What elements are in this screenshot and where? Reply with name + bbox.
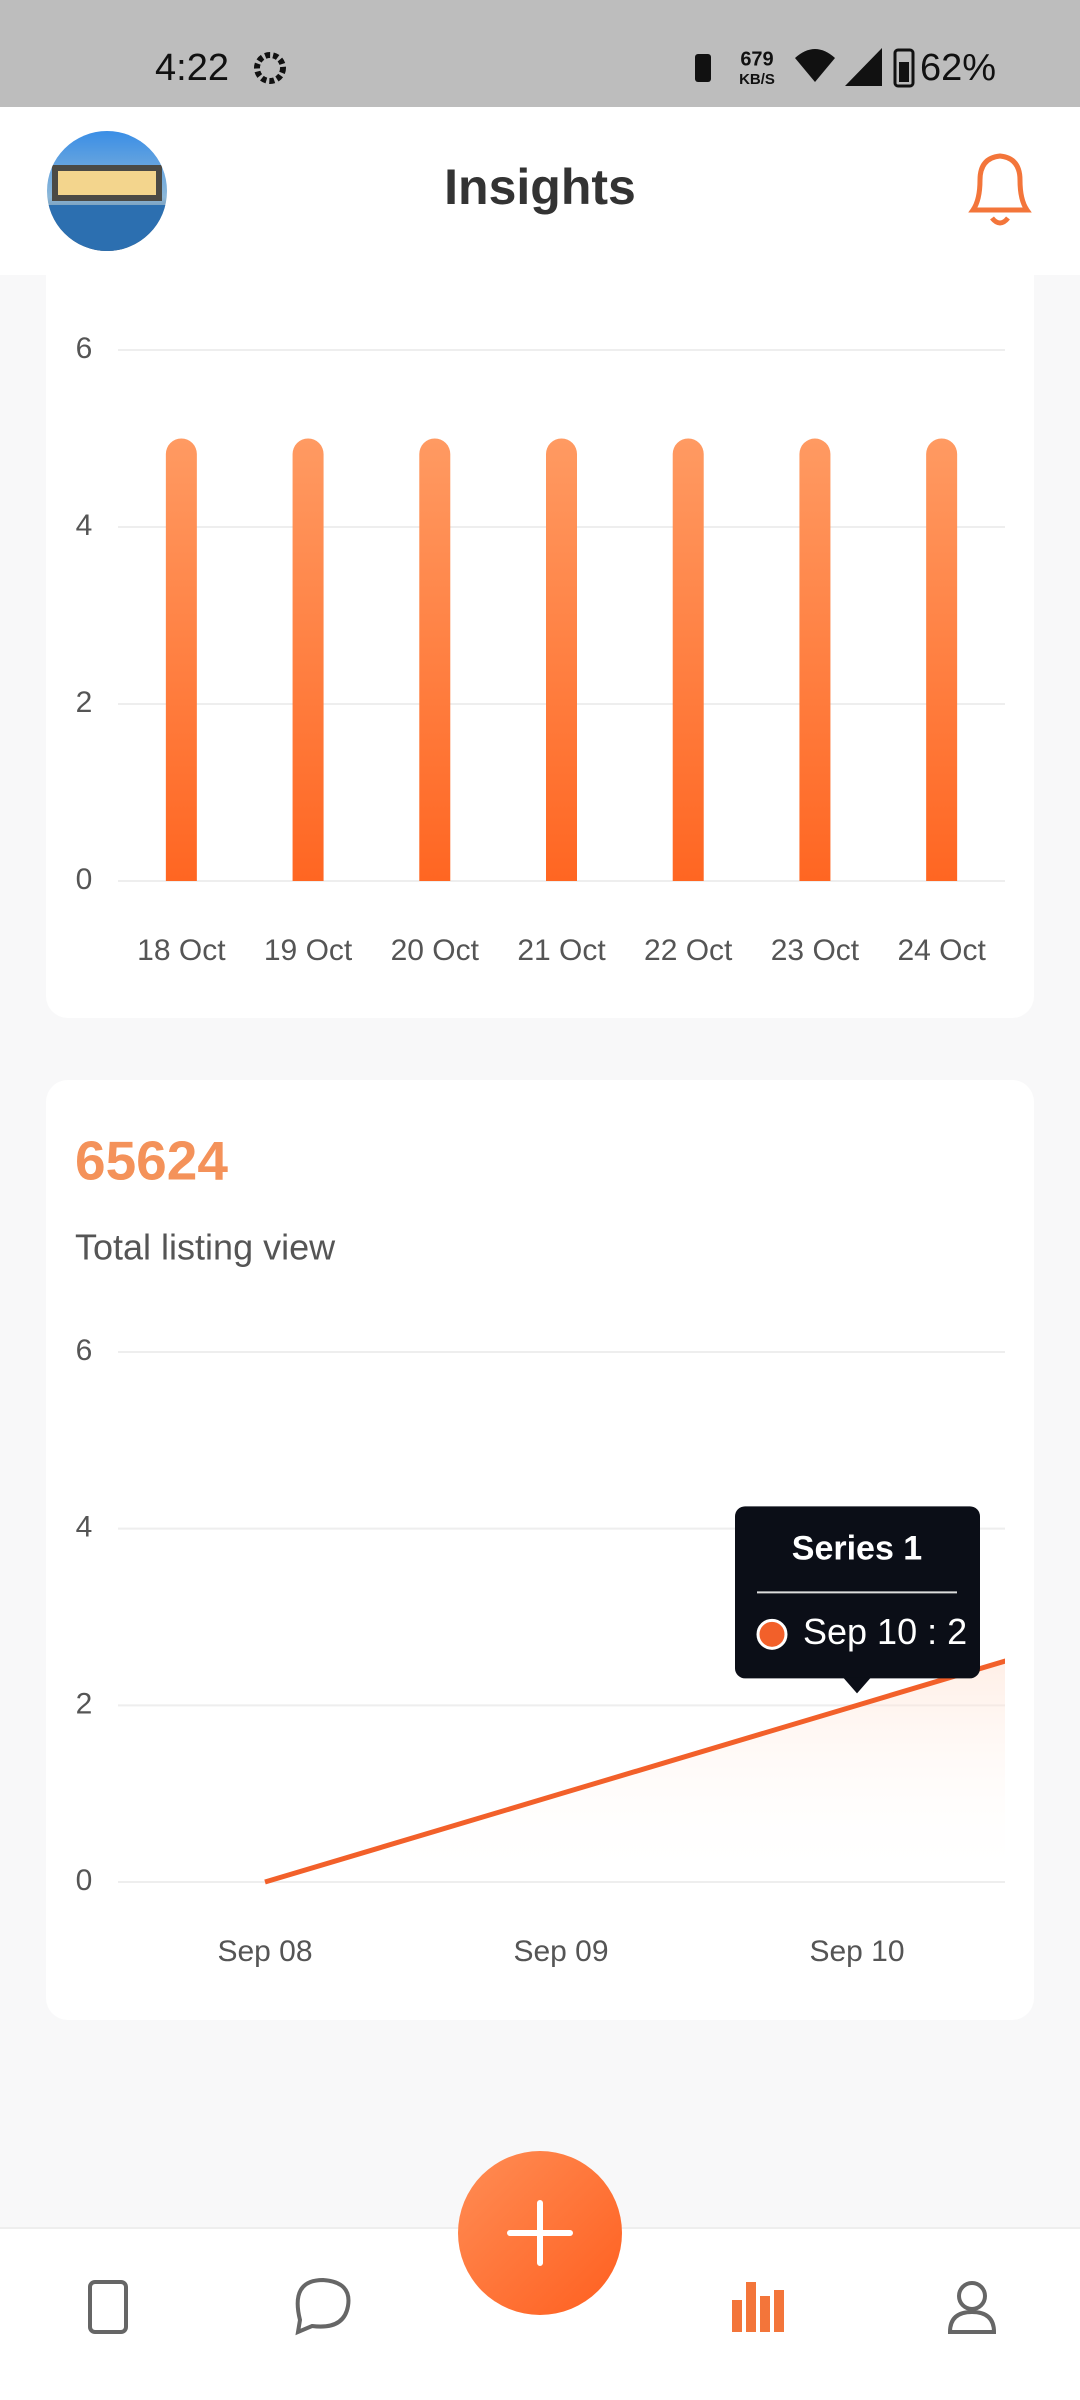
avatar[interactable]: [47, 131, 167, 251]
x-tick-label: 19 Oct: [264, 934, 353, 967]
bar: [799, 438, 831, 881]
line-chart: 65624 Total listing view 0 2 4 6 Sep 08 Sep 0…: [75, 1130, 1005, 1968]
nav-chat[interactable]: [295, 2277, 351, 2336]
wifi-icon: [795, 49, 835, 82]
x-tick-label: 20 Oct: [391, 934, 480, 967]
bar: [419, 438, 451, 881]
x-tick-label: 23 Oct: [771, 934, 860, 967]
battery-level: [899, 62, 909, 82]
bar: [165, 438, 197, 881]
bar: [546, 438, 577, 881]
bar-chart: 0 2 4 6 18 Oct 19 Oct 20 Oct 21 Oct 22 Oct 23 Oct…: [76, 332, 1005, 967]
area: [265, 1661, 1005, 1882]
x-tick-label: Sep 09: [513, 1935, 608, 1968]
y-tick-label: 2: [76, 1687, 93, 1720]
nav-insights[interactable]: [732, 2282, 784, 2332]
x-tick-label: Sep 10: [809, 1935, 904, 1968]
status-bar: 4:22 679 KB/S 62%: [0, 0, 1080, 107]
tooltip: Series 1 Sep 10 : 2: [735, 1506, 980, 1694]
fab[interactable]: [458, 2151, 622, 2315]
bar: [292, 438, 324, 881]
tooltip-pointer: [843, 1677, 871, 1694]
settings-icon: [254, 52, 286, 84]
tooltip-text: Sep 10 : 2: [803, 1611, 967, 1652]
bar: [672, 438, 704, 881]
y-tick-label: 0: [76, 863, 93, 896]
header: Insights: [0, 107, 1080, 275]
y-tick-label: 4: [76, 1511, 93, 1544]
bell-icon[interactable]: [968, 153, 1032, 226]
net-speed: 679: [740, 48, 773, 70]
y-tick-label: 6: [76, 332, 93, 365]
x-tick-label: 21 Oct: [517, 934, 606, 967]
header-bg: [0, 107, 1080, 275]
nav-profile[interactable]: [947, 2281, 997, 2334]
battery-text: 62%: [920, 47, 996, 89]
tooltip-dot: [756, 1618, 788, 1650]
net-unit: KB/S: [739, 71, 775, 88]
bottom-nav: [0, 2151, 1080, 2400]
line: [264, 1658, 1005, 1885]
battery-icon: [893, 48, 915, 88]
status-bg: [0, 0, 1080, 107]
tooltip-title: Series 1: [792, 1529, 922, 1567]
plot-clip: [264, 1658, 1005, 1885]
nav-listings[interactable]: [88, 2280, 128, 2334]
x-tick-label: 24 Oct: [897, 934, 986, 967]
x-tick-label: Sep 08: [217, 1935, 312, 1968]
y-tick-label: 4: [76, 509, 93, 542]
card-label: Total listing view: [75, 1227, 336, 1268]
y-tick-label: 2: [76, 686, 93, 719]
vibrate-icon: [695, 54, 711, 82]
signal-icon: [845, 48, 882, 86]
header-title: Insights: [444, 159, 636, 215]
y-tick-label: 0: [76, 1864, 93, 1897]
card-value: 65624: [75, 1130, 228, 1192]
y-tick-label: 6: [76, 1334, 93, 1367]
status-time: 4:22: [155, 47, 229, 89]
x-tick-label: 22 Oct: [644, 934, 733, 967]
bar: [926, 438, 958, 881]
x-tick-label: 18 Oct: [137, 934, 226, 967]
